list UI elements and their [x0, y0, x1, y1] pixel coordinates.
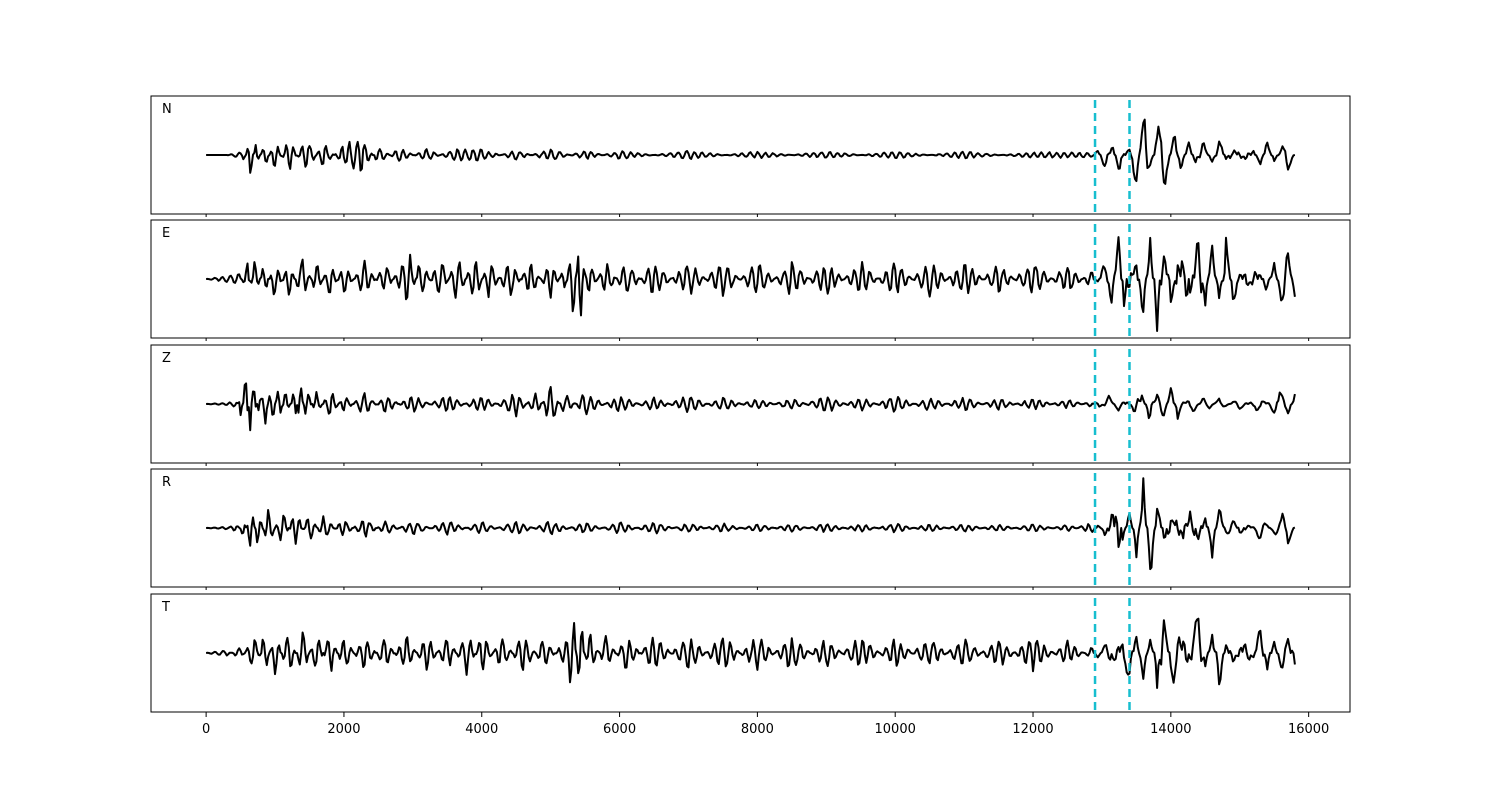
panel-frame	[150, 593, 1351, 713]
panel-e: E	[150, 219, 1351, 341]
panel-r: R	[150, 468, 1351, 590]
trace-r	[206, 477, 1296, 571]
panel-z: Z	[150, 344, 1351, 466]
x-tick-label: 2000	[327, 722, 360, 737]
x-tick-label: 8000	[741, 722, 774, 737]
panel-label: R	[162, 475, 171, 490]
x-tick-label: 12000	[1012, 722, 1053, 737]
panel-label: N	[162, 102, 172, 117]
panel-label: Z	[162, 351, 171, 366]
trace-t	[205, 617, 1296, 689]
panel-label: T	[161, 600, 170, 615]
panel-frame	[150, 344, 1351, 464]
panel-frame	[150, 95, 1351, 215]
panel-frame	[150, 468, 1351, 588]
trace-n	[206, 118, 1296, 185]
trace-z	[206, 382, 1296, 432]
x-tick-label: 10000	[875, 722, 916, 737]
panels-group: N E Z R T	[150, 95, 1351, 713]
x-tick-label: 6000	[603, 722, 636, 737]
x-tick-label: 14000	[1150, 722, 1191, 737]
x-tick-label: 16000	[1288, 722, 1329, 737]
panel-label: E	[162, 226, 170, 241]
x-tick-label: 4000	[465, 722, 498, 737]
panel-frame	[150, 219, 1351, 339]
panel-t: T	[150, 593, 1351, 713]
panel-n: N	[150, 95, 1351, 217]
x-tick-label: 0	[202, 722, 210, 737]
x-axis: 0 2000 4000 6000 8000 10000 12000 14000 16000	[202, 712, 1329, 737]
trace-e	[206, 236, 1296, 332]
